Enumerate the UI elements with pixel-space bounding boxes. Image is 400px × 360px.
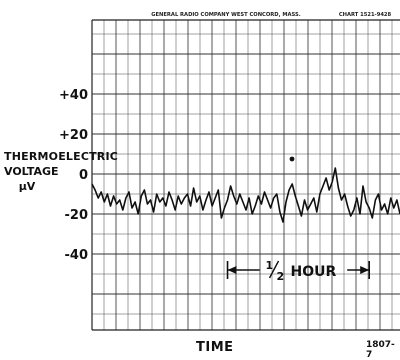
annotation-fraction-denominator: 2 [277,270,285,283]
y-axis-label: THERMOELECTRIC VOLTAGE μV [4,150,119,193]
annotation-fraction-slash [268,260,280,279]
chart-paper-id: CHART 1521-9428 [339,12,392,18]
chart-paper-maker: GENERAL RADIO COMPANY WEST CONCORD, MASS… [151,12,301,18]
y-tick-label: +20 [59,128,88,143]
half-hour-annotation: 12 HOUR [226,259,371,283]
trace-dot [289,156,295,162]
annotation-arrowhead [227,266,237,274]
voltage-trace [91,167,400,223]
annotation-fraction-numerator: 1 [266,259,274,272]
y-axis-label-line2: VOLTAGE [4,165,59,178]
y-tick-label: -20 [65,208,89,223]
y-tick-label: -40 [65,248,89,263]
y-axis-label-line1: THERMOELECTRIC [4,150,119,163]
y-tick-label: +40 [59,88,88,103]
y-tick-labels: +40 +20 0 -20 -40 [59,88,88,263]
chart-grid [91,19,400,331]
x-axis-label: TIME [196,340,234,355]
y-axis-label-unit: μV [18,180,36,193]
figure-number: 1807-7 [366,340,395,360]
annotation-label: HOUR [291,264,337,280]
y-tick-label: 0 [79,168,88,183]
annotation-arrowhead [360,266,370,274]
